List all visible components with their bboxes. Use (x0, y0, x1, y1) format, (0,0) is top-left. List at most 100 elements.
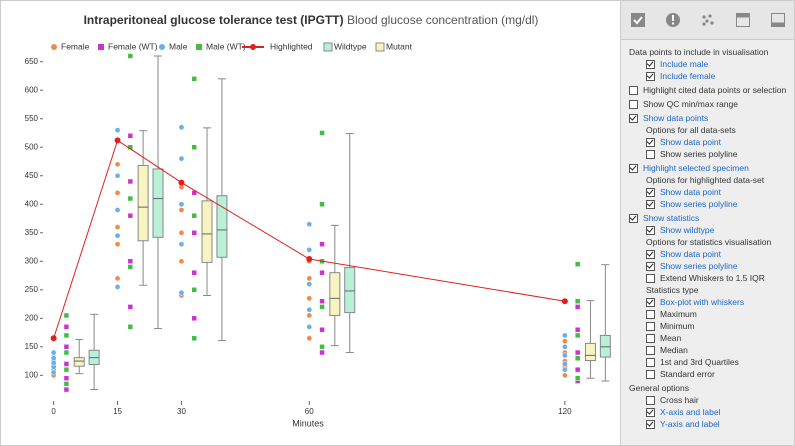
data-point (306, 281, 313, 287)
checkbox[interactable] (646, 261, 655, 271)
option-row[interactable]: Show data point (629, 248, 794, 260)
checkbox[interactable] (646, 225, 655, 235)
option-row[interactable]: Show QC min/max range (629, 98, 794, 110)
option-row[interactable]: X-axis and label (629, 406, 794, 418)
option-row[interactable]: Maximum (629, 308, 794, 320)
legend-item[interactable]: Mutant (375, 41, 413, 52)
data-point (178, 155, 185, 162)
option-row[interactable]: Show series polyline (629, 148, 794, 160)
data-point (191, 230, 197, 236)
checkbox[interactable] (646, 419, 655, 429)
x-axis-label: Minutes (292, 418, 324, 428)
data-point (50, 349, 57, 356)
x-tick-label: 0 (51, 407, 56, 416)
highlight-point (114, 137, 121, 144)
checkbox[interactable] (646, 395, 655, 405)
checkbox[interactable] (646, 309, 655, 319)
icon-footer[interactable] (770, 12, 786, 28)
checkbox[interactable] (646, 187, 655, 197)
checkbox[interactable] (646, 249, 655, 259)
option-row[interactable]: Include female (629, 70, 794, 82)
option-row[interactable]: Cross hair (629, 394, 794, 406)
legend-item[interactable]: Highlighted (242, 41, 313, 51)
data-point (127, 264, 134, 270)
checkbox[interactable] (646, 345, 655, 355)
option-row[interactable]: Median (629, 344, 794, 356)
option-row[interactable]: Show wildtype (629, 224, 794, 236)
option-label: Show statistics (643, 213, 700, 223)
option-row[interactable]: Show series polyline (629, 198, 794, 210)
box (344, 267, 356, 314)
option-row[interactable]: Show series polyline (629, 260, 794, 272)
icon-checks[interactable] (630, 12, 646, 28)
checkbox[interactable] (646, 357, 655, 367)
option-label: Show series polyline (660, 261, 738, 271)
checkbox[interactable] (646, 149, 655, 159)
data-point (178, 289, 185, 296)
checkbox[interactable] (646, 407, 655, 417)
data-point (191, 335, 197, 342)
y-tick-label: 250 (25, 285, 39, 294)
checkbox[interactable] (646, 71, 655, 81)
data-point (114, 207, 121, 213)
legend-swatch (51, 44, 57, 50)
legend-item[interactable]: Female (51, 41, 90, 51)
option-row[interactable]: Show data points (629, 112, 794, 124)
data-point (574, 304, 581, 310)
data-point (178, 201, 185, 208)
checkbox[interactable] (646, 321, 655, 331)
option-row[interactable]: Standard error (629, 368, 794, 380)
option-row[interactable]: Extend Whiskers to 1.5 IQR (629, 272, 794, 284)
legend-item[interactable]: Male (159, 41, 188, 51)
legend-item[interactable]: Female (WT) (98, 41, 158, 51)
checkbox[interactable] (629, 85, 638, 95)
option-label: Include female (660, 71, 716, 81)
data-point (319, 304, 325, 310)
option-row[interactable]: Mean (629, 332, 794, 344)
data-point (306, 247, 313, 253)
icon-alert[interactable] (665, 12, 681, 28)
data-point (178, 124, 185, 131)
option-row[interactable]: Show data point (629, 136, 794, 148)
data-point (574, 355, 581, 361)
checkbox[interactable] (646, 137, 655, 147)
chart-header: Intraperitoneal glucose tolerance test (… (84, 13, 539, 27)
checkbox[interactable] (646, 369, 655, 379)
data-point (562, 366, 568, 373)
box (599, 334, 611, 358)
option-row[interactable]: Show statistics (629, 212, 794, 224)
legend-item[interactable]: Male (WT) (196, 41, 246, 51)
option-row[interactable]: Y-axis and label (629, 418, 794, 430)
y-tick-label: 650 (25, 57, 39, 66)
checkbox[interactable] (646, 59, 655, 69)
data-point (127, 195, 134, 202)
checkbox[interactable] (629, 113, 638, 123)
checkbox[interactable] (629, 99, 638, 109)
option-heading: Data points to include in visualisation (629, 46, 794, 58)
checkbox[interactable] (646, 273, 655, 283)
option-row[interactable]: Minimum (629, 320, 794, 332)
icon-scatter[interactable] (700, 12, 716, 28)
data-point (319, 344, 325, 350)
box (584, 342, 596, 362)
option-row[interactable]: Highlight cited data points or selection (629, 84, 794, 96)
checkbox[interactable] (646, 297, 655, 307)
y-tick-label: 200 (25, 313, 39, 322)
checkbox[interactable] (646, 333, 655, 343)
data-point (63, 366, 70, 373)
legend-item[interactable]: Wildtype (323, 41, 367, 52)
y-tick-label: 550 (25, 114, 39, 123)
option-row[interactable]: Highlight selected specimen (629, 162, 794, 174)
highlight-point (306, 256, 313, 263)
data-point (306, 275, 313, 282)
checkbox[interactable] (646, 199, 655, 209)
option-row[interactable]: 1st and 3rd Quartiles (629, 356, 794, 368)
icon-header[interactable] (735, 12, 751, 28)
data-point (191, 144, 197, 150)
option-row[interactable]: Include male (629, 58, 794, 70)
checkbox[interactable] (629, 163, 638, 173)
data-point (574, 349, 581, 356)
option-row[interactable]: Show data point (629, 186, 794, 198)
checkbox[interactable] (629, 213, 638, 223)
option-row[interactable]: Box-plot with whiskers (629, 296, 794, 308)
